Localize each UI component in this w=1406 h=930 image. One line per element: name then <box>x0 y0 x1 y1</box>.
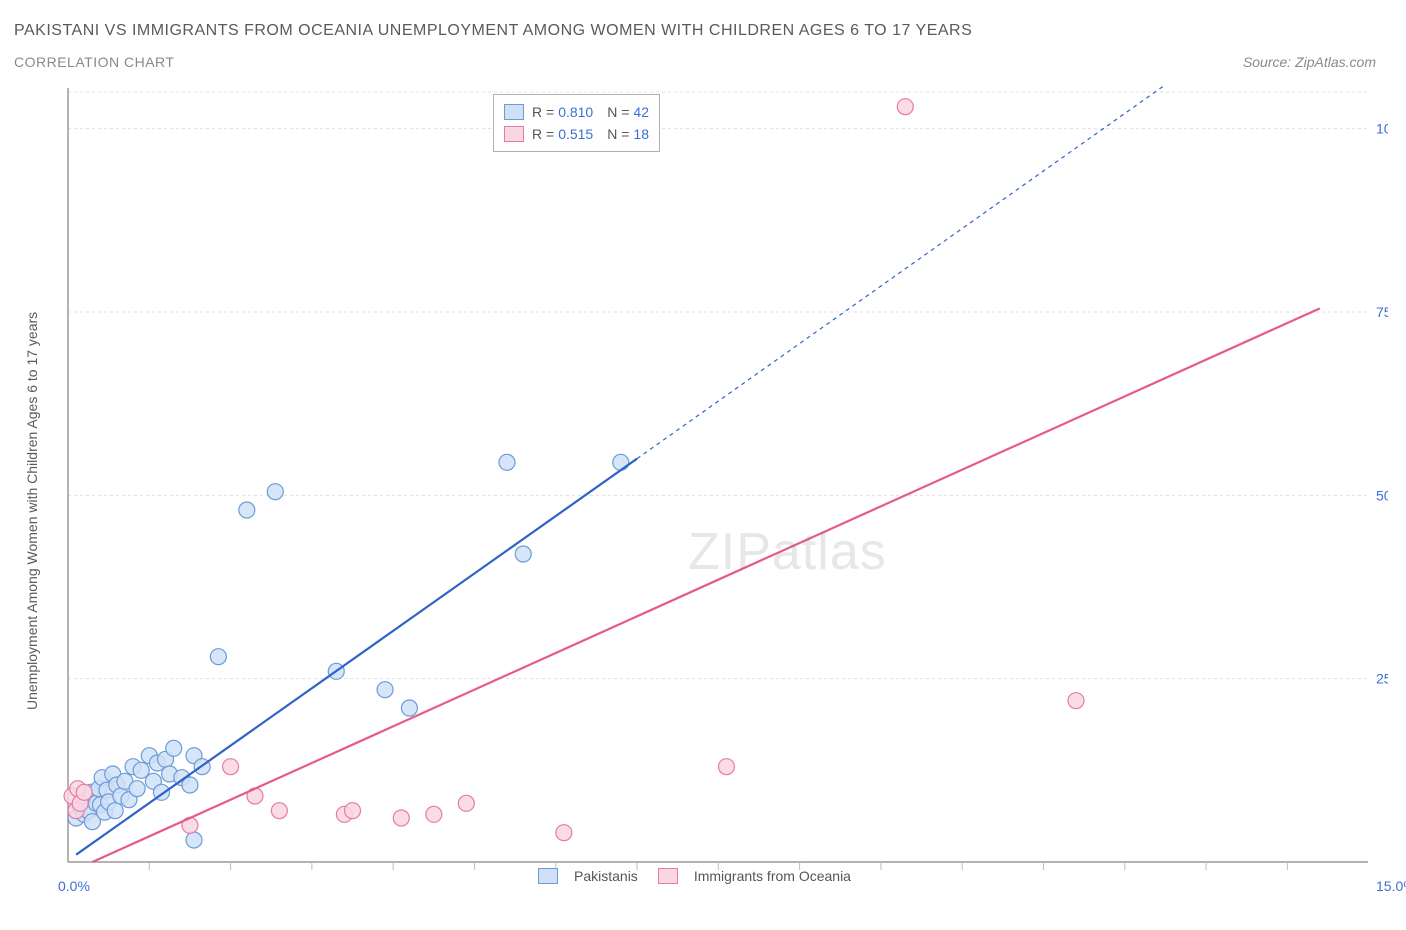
data-point <box>1068 693 1084 709</box>
y-axis-label: Unemployment Among Women with Children A… <box>24 312 40 710</box>
legend-swatch <box>538 868 558 884</box>
watermark-atlas: atlas <box>772 523 887 581</box>
data-point <box>107 803 123 819</box>
data-point <box>613 454 629 470</box>
data-point <box>897 99 913 115</box>
stat-r-label: R = <box>532 104 554 120</box>
stat-n-label: N = <box>607 126 629 142</box>
data-point <box>515 546 531 562</box>
legend-item: Immigrants from Oceania <box>658 868 851 884</box>
chart-svg: 25.0% 50.0% 75.0% 100.0% <box>48 82 1388 892</box>
stat-r-value: 0.810 <box>558 104 593 120</box>
x-axis-zero-label: 0.0% <box>58 878 90 894</box>
data-point <box>186 832 202 848</box>
data-point <box>556 825 572 841</box>
legend-item: Pakistanis <box>538 868 638 884</box>
legend-label: Immigrants from Oceania <box>694 868 851 884</box>
regression-line <box>92 308 1319 862</box>
stat-r-label: R = <box>532 126 554 142</box>
stats-legend-row: R =0.515 N =18 <box>504 123 649 145</box>
legend-swatch <box>504 104 524 120</box>
data-point <box>401 700 417 716</box>
series-legend: Pakistanis Immigrants from Oceania <box>538 868 851 884</box>
regression-line <box>76 459 637 855</box>
y-tick-label: 75.0% <box>1376 304 1388 320</box>
legend-swatch <box>658 868 678 884</box>
data-point <box>210 649 226 665</box>
stat-n-value: 18 <box>633 126 649 142</box>
data-point <box>377 682 393 698</box>
data-point <box>499 454 515 470</box>
y-tick-label: 25.0% <box>1376 671 1388 687</box>
data-point <box>223 759 239 775</box>
regression-line-extension <box>637 85 1165 459</box>
stats-legend-box: R =0.810 N =42 R =0.515 N =18 <box>493 94 660 152</box>
stats-legend-row: R =0.810 N =42 <box>504 101 649 123</box>
source-label: Source: ZipAtlas.com <box>1243 54 1376 70</box>
y-tick-label: 50.0% <box>1376 487 1388 503</box>
chart-subtitle: CORRELATION CHART <box>14 54 174 70</box>
data-point <box>129 781 145 797</box>
watermark: ZIPatlas <box>688 522 887 582</box>
data-point <box>166 740 182 756</box>
chart-title: PAKISTANI VS IMMIGRANTS FROM OCEANIA UNE… <box>14 22 972 40</box>
data-point <box>345 803 361 819</box>
data-point <box>718 759 734 775</box>
data-point <box>271 803 287 819</box>
stat-n-value: 42 <box>633 104 649 120</box>
legend-swatch <box>504 126 524 142</box>
x-axis-right-label: 15.0% <box>1376 878 1406 894</box>
data-point <box>76 784 92 800</box>
data-point <box>458 795 474 811</box>
data-point <box>393 810 409 826</box>
legend-label: Pakistanis <box>574 868 638 884</box>
data-point <box>426 806 442 822</box>
data-point <box>239 502 255 518</box>
watermark-zip: ZIP <box>688 523 772 581</box>
stat-r-value: 0.515 <box>558 126 593 142</box>
plot-area: 25.0% 50.0% 75.0% 100.0% ZIPatlas R =0.810 N… <box>48 82 1388 892</box>
data-point <box>267 484 283 500</box>
y-tick-label: 100.0% <box>1376 121 1388 137</box>
stat-n-label: N = <box>607 104 629 120</box>
